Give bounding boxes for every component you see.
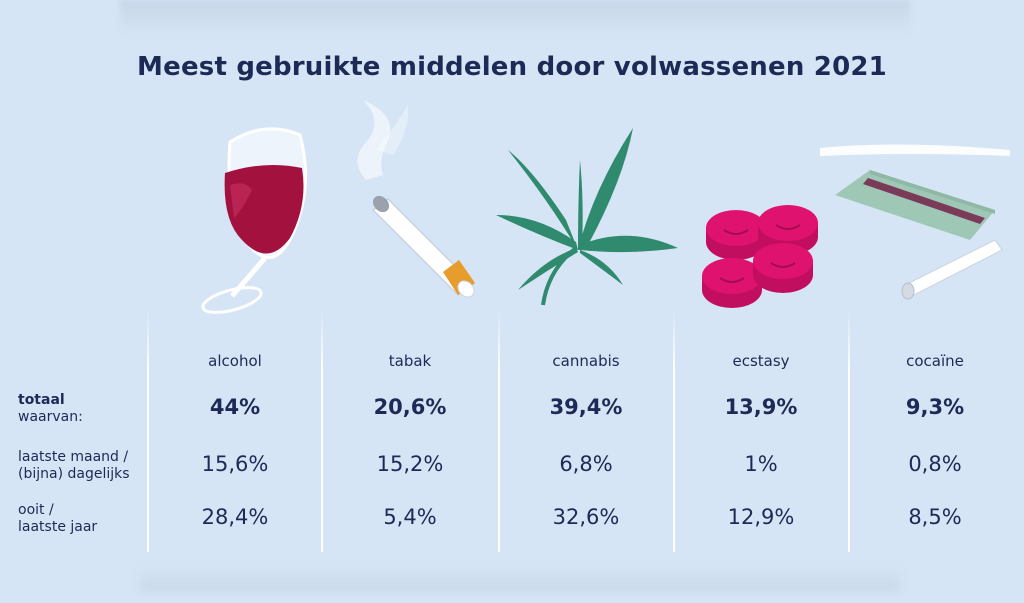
ever-value-cannabis: 32,6% <box>552 505 620 529</box>
column-head-alcohol: alcohol <box>208 352 262 370</box>
column-divider <box>673 310 675 552</box>
row-label-ever: ooit / laatste jaar <box>18 502 148 536</box>
cannabis-leaf-icon <box>496 128 678 306</box>
total-value-cannabis: 39,4% <box>549 395 623 419</box>
last-month-value-ecstasy: 1% <box>744 452 778 476</box>
row-label-total-line2: waarvan: <box>18 409 83 425</box>
column-head-tabak: tabak <box>388 352 432 370</box>
row-label-row2-line2: laatste jaar <box>18 519 98 535</box>
row-label-row1-line1: laatste maand / <box>18 449 129 465</box>
cigarette-icon <box>357 100 475 298</box>
page-title: Meest gebruikte middelen door volwassene… <box>137 52 887 82</box>
ever-value-cocaine: 8,5% <box>908 505 962 529</box>
column-head-cannabis: cannabis <box>552 352 620 370</box>
column-divider <box>498 310 500 552</box>
column-divider <box>848 310 850 552</box>
row-label-row2-line1: ooit / <box>18 502 54 518</box>
ever-value-alcohol: 28,4% <box>201 505 269 529</box>
total-value-alcohol: 44% <box>209 395 261 419</box>
column-head-cocaine: cocaïne <box>906 352 964 370</box>
bottom-shadow-band <box>140 562 900 592</box>
total-value-ecstasy: 13,9% <box>724 395 798 419</box>
cocaine-card-icon <box>820 144 1010 300</box>
last-month-value-cannabis: 6,8% <box>559 452 613 476</box>
row-label-total: totaal waarvan: <box>18 392 148 426</box>
ever-value-tabak: 5,4% <box>383 505 437 529</box>
wine-glass-icon <box>201 127 308 314</box>
total-value-tabak: 20,6% <box>373 395 447 419</box>
ever-value-ecstasy: 12,9% <box>727 505 795 529</box>
ecstasy-pills-icon <box>702 205 818 308</box>
last-month-value-tabak: 15,2% <box>376 452 444 476</box>
last-month-value-cocaine: 0,8% <box>908 452 962 476</box>
total-value-cocaine: 9,3% <box>905 395 965 419</box>
column-head-ecstasy: ecstasy <box>732 352 790 370</box>
row-label-last-month: laatste maand / (bijna) dagelijks <box>18 449 148 483</box>
column-divider <box>147 310 149 552</box>
last-month-value-alcohol: 15,6% <box>201 452 269 476</box>
column-divider <box>321 310 323 552</box>
top-shadow-band <box>120 0 910 38</box>
row-label-total-line1: totaal <box>18 392 65 408</box>
row-label-row1-line2: (bijna) dagelijks <box>18 466 130 482</box>
